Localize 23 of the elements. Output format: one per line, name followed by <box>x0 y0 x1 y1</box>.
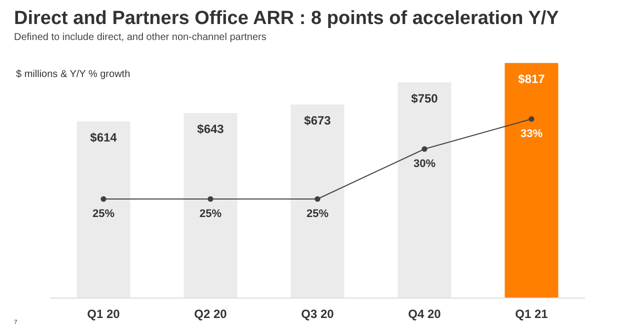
chart-title: Direct and Partners Office ARR : 8 points of acceleration Y/Y <box>14 8 560 29</box>
y-axis-title: $ millions & Y/Y % growth <box>16 69 130 80</box>
x-tick-label: Q2 20 <box>194 307 228 321</box>
x-tick-label: Q3 20 <box>301 307 334 321</box>
data-label: $614 <box>90 130 118 144</box>
x-tick-label: Q4 20 <box>408 307 442 321</box>
bar <box>504 63 558 298</box>
data-label: 30% <box>413 158 436 170</box>
bar <box>290 104 344 298</box>
data-label: 25% <box>92 208 115 220</box>
data-label: $673 <box>304 113 332 128</box>
chart-subtitle: Defined to include direct, and other non-channel partners <box>14 32 266 43</box>
data-label: 25% <box>306 208 329 220</box>
data-label: $643 <box>197 122 224 136</box>
bar <box>398 82 452 298</box>
bar <box>184 113 238 298</box>
data-label: $750 <box>411 91 438 106</box>
data-label: 33% <box>520 128 543 140</box>
data-label: 25% <box>199 208 222 220</box>
data-label: $817 <box>518 72 546 86</box>
x-tick-label: Q1 21 <box>515 307 548 321</box>
x-tick-label: Q1 20 <box>87 307 120 321</box>
bar <box>76 121 130 298</box>
